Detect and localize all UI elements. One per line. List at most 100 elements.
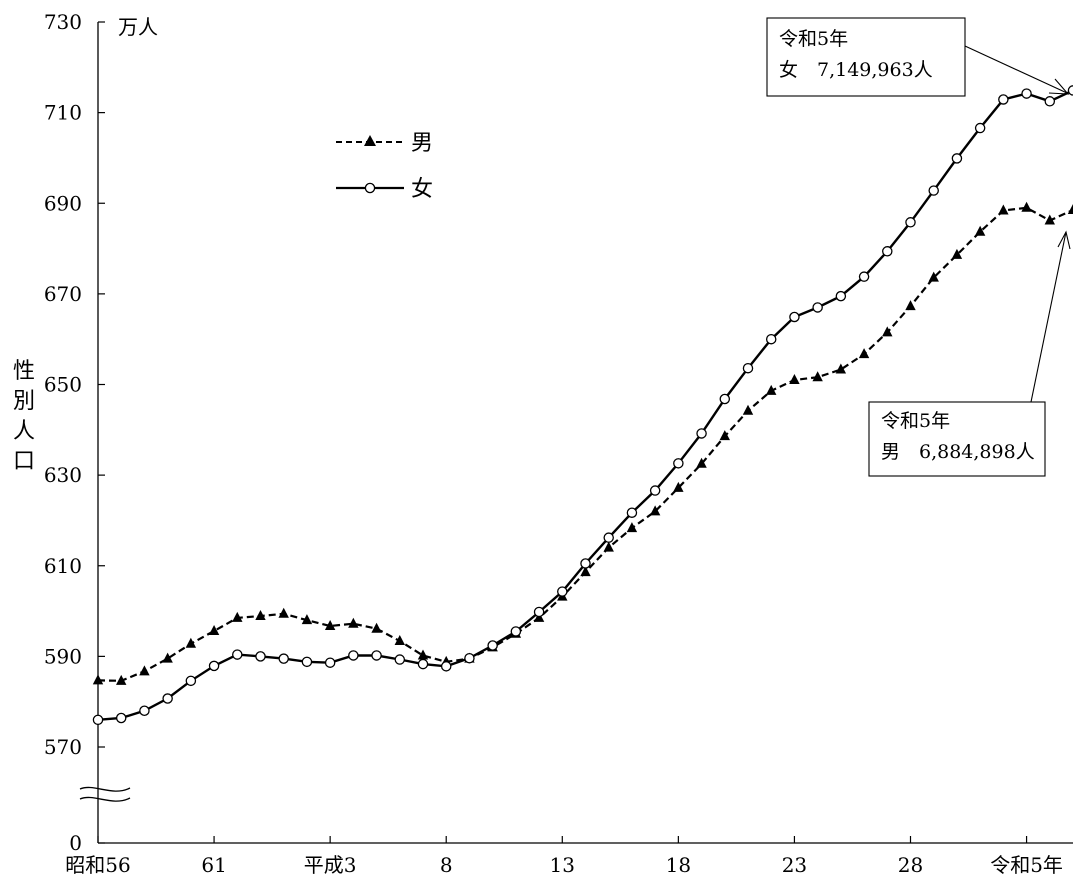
annotation-male-line1: 令和5年	[881, 410, 950, 432]
data-point-male	[766, 384, 777, 395]
data-point-female	[1067, 85, 1073, 96]
data-point-female	[371, 650, 382, 661]
data-point-male	[1044, 214, 1055, 225]
y-axis-title-char: 別	[13, 389, 35, 414]
legend-label-male: 男	[411, 131, 433, 156]
data-point-female	[858, 271, 870, 282]
legend: 男 女	[336, 131, 433, 202]
data-point-female	[580, 558, 591, 569]
x-tick-label: 8	[440, 853, 453, 877]
y-tick-label: 650	[44, 373, 82, 397]
y-axis-title-char: 性	[13, 359, 35, 384]
y-axis-title: 性 別 人 口	[13, 359, 35, 474]
data-point-female	[742, 362, 754, 374]
data-point-female	[649, 485, 661, 496]
data-point-male	[719, 430, 730, 441]
data-point-male	[162, 652, 173, 663]
data-point-female	[92, 714, 104, 726]
data-point-female	[115, 712, 127, 724]
annotation-male-arrow	[1030, 231, 1067, 403]
data-point-male	[278, 607, 289, 618]
annotation-female-box	[766, 17, 966, 97]
data-point-male	[835, 363, 847, 374]
legend-label-female: 女	[411, 177, 433, 202]
data-point-male	[92, 674, 104, 685]
x-tick-label: 28	[898, 853, 923, 877]
data-point-male	[1021, 201, 1032, 212]
annotation-female-line2: 女 7,149,963人	[779, 59, 933, 81]
axis-break-mark	[79, 786, 131, 802]
data-point-male	[139, 665, 150, 676]
data-point-female	[789, 311, 800, 323]
x-tick-label: 61	[201, 853, 226, 877]
annotation-female-line1: 令和5年	[779, 28, 848, 50]
annotation-male: 令和5年 男 6,884,898人	[868, 230, 1071, 477]
data-point-female	[673, 458, 684, 469]
data-point-female	[324, 657, 336, 668]
data-point-female	[417, 658, 429, 670]
data-point-female	[510, 626, 522, 637]
y-tick-label: 0	[69, 831, 82, 855]
data-point-female	[1044, 96, 1056, 107]
x-tick-label: 18	[666, 853, 691, 877]
data-point-female	[533, 606, 545, 618]
data-point-female	[208, 660, 220, 672]
data-point-male	[905, 300, 916, 311]
data-point-female	[278, 653, 289, 664]
y-tick-label: 710	[44, 101, 82, 125]
annotation-female-arrow	[964, 45, 1068, 94]
y-tick-label: 610	[44, 554, 82, 578]
data-point-female	[719, 393, 731, 405]
data-point-male	[116, 674, 127, 685]
data-point-male	[348, 617, 359, 628]
data-point-female	[464, 652, 475, 664]
data-point-male	[301, 614, 313, 625]
x-tick-label: 平成3	[304, 853, 357, 877]
data-point-female	[812, 302, 823, 313]
series-layer	[92, 85, 1073, 726]
data-point-female	[951, 153, 963, 164]
data-point-male	[1067, 204, 1073, 215]
data-point-female	[603, 532, 614, 543]
data-point-female	[139, 705, 150, 717]
data-point-male	[371, 622, 382, 633]
data-point-female	[487, 640, 498, 651]
data-point-male	[603, 541, 614, 552]
annotation-male-box	[868, 401, 1046, 477]
y-tick-label: 690	[44, 191, 82, 215]
data-point-male	[789, 373, 800, 384]
data-point-female	[928, 185, 939, 196]
y-axis-title-char: 人	[13, 419, 35, 444]
legend-entry-female: 女	[336, 177, 433, 202]
y-tick-label: 730	[44, 10, 82, 34]
data-point-male	[580, 566, 591, 577]
x-tick-label: 13	[550, 853, 575, 877]
data-point-female	[162, 693, 173, 704]
legend-entry-male: 男	[336, 131, 433, 156]
y-tick-label: 670	[44, 282, 82, 306]
data-point-male	[185, 637, 197, 648]
data-point-male	[417, 649, 429, 660]
data-point-female	[348, 650, 359, 661]
data-point-male	[394, 634, 405, 645]
data-point-male	[232, 611, 243, 622]
y-tick-label: 590	[44, 644, 82, 668]
data-point-male	[255, 610, 266, 621]
x-tick-label: 昭和56	[65, 853, 130, 877]
data-point-female	[1021, 88, 1032, 99]
data-point-female	[232, 649, 243, 660]
x-ticks: 昭和56 61 平成3 8 13 18 23 28 令和5年	[65, 836, 1063, 877]
annotation-female-arrowhead	[1048, 78, 1070, 95]
annotation-male-line2: 男 6,884,898人	[881, 441, 1035, 463]
data-point-female	[882, 246, 893, 257]
y-tick-label: 570	[44, 735, 82, 759]
y-axis-title-char: 口	[13, 449, 35, 474]
data-point-female	[301, 656, 313, 668]
data-point-male	[951, 248, 963, 259]
data-point-male	[974, 225, 986, 236]
data-point-male	[812, 371, 823, 382]
y-unit-label: 万人	[118, 15, 158, 39]
annotation-female: 令和5年 女 7,149,963人	[766, 17, 1070, 97]
y-ticks: 730 710 690 670 650 630 610 590 570 0	[44, 10, 105, 855]
